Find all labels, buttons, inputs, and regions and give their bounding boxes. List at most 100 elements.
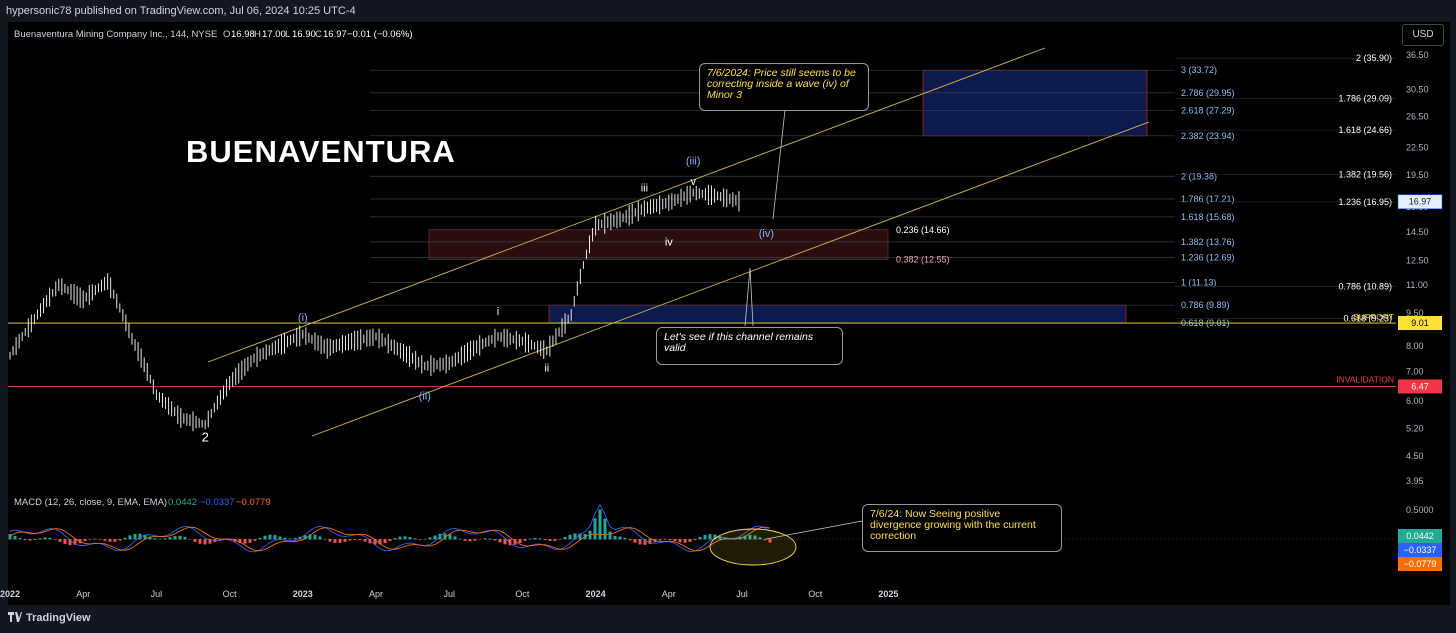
macd-line <box>54 528 61 532</box>
macd-line <box>229 539 236 543</box>
histogram-bar <box>153 538 157 540</box>
divergence-ellipse <box>709 528 797 566</box>
histogram-bar <box>293 538 297 540</box>
currency-button[interactable]: USD <box>1402 24 1444 46</box>
support-price-tag-text: 9.01 <box>1411 318 1429 328</box>
histogram-bar <box>768 539 772 543</box>
histogram-bar <box>538 538 542 540</box>
histogram-bar <box>583 533 587 540</box>
price-axis[interactable]: 36.5030.5026.5022.5019.5016.5014.5012.50… <box>1397 50 1443 573</box>
signal-line <box>714 539 721 543</box>
histogram-bar <box>38 538 42 540</box>
histogram-bar <box>73 539 77 545</box>
macd-line <box>44 528 51 531</box>
macd-value-tag <box>1398 543 1442 557</box>
fib-level-label: 2 (19.38) <box>1181 171 1217 181</box>
histogram-bar <box>328 539 332 542</box>
signal-line <box>759 526 766 529</box>
macd-line <box>169 530 176 535</box>
channel-annotation[interactable]: Let's see if this channel remains valid <box>656 327 843 365</box>
time-tick-label: Apr <box>369 589 383 599</box>
histogram-bar <box>503 539 507 545</box>
price-series-layer <box>9 184 740 432</box>
signal-line <box>209 535 216 539</box>
macd-line <box>739 532 746 537</box>
signal-line <box>344 533 351 536</box>
wave-label: (ii) <box>419 390 431 402</box>
macd-annotation[interactable]: 7/6/24: Now Seeing positive divergence g… <box>862 504 1062 552</box>
macd-line <box>319 525 326 528</box>
wave-label: (iii) <box>686 156 701 168</box>
histogram-bar <box>108 539 112 542</box>
fib-far-label: 1.382 (19.56) <box>1338 170 1392 180</box>
histogram-bar <box>448 534 452 540</box>
signal-line <box>449 530 456 535</box>
histogram-bar <box>43 537 47 540</box>
signal-line <box>634 528 641 532</box>
histogram-bar <box>148 536 152 540</box>
wave-label: v <box>690 176 696 188</box>
histogram-bar <box>478 539 482 540</box>
time-axis[interactable]: 2022 Apr Jul Oct 2023 Apr Jul Oct 2024 Apr Jul Oct 2… <box>0 589 898 599</box>
signal-line <box>274 541 281 545</box>
footer-bar <box>0 605 1456 633</box>
signal-line <box>29 532 36 534</box>
histogram-bar <box>208 539 212 544</box>
macd-line <box>174 527 181 532</box>
support-zone <box>548 304 1127 324</box>
macd-line <box>564 542 571 548</box>
signal-line <box>674 541 681 545</box>
histogram-bar <box>453 536 457 540</box>
macd-line <box>519 546 526 549</box>
macd-line <box>259 545 266 551</box>
histogram-bar <box>548 539 552 541</box>
legend-close: 16.97 <box>323 29 347 40</box>
histogram-bar <box>203 539 207 545</box>
macd-line <box>599 504 606 515</box>
histogram-bar <box>648 539 652 544</box>
signal-line <box>479 531 486 534</box>
histogram-bar <box>103 539 107 541</box>
signal-line <box>104 543 111 547</box>
histogram-bar <box>88 539 92 540</box>
histogram-bar <box>458 538 462 540</box>
macd-line <box>634 531 641 537</box>
signal-line <box>204 532 211 537</box>
histogram-bar <box>133 533 137 540</box>
histogram-bar <box>578 533 582 540</box>
fib-level-label: 3 (33.72) <box>1181 65 1217 75</box>
macd-line <box>84 543 91 546</box>
macd-line <box>654 542 661 544</box>
histogram-bar <box>348 539 352 541</box>
top-annotation[interactable]: 7/6/2024: Price still seems to be correc… <box>699 63 869 111</box>
signal-line <box>279 540 286 543</box>
histogram-bar <box>308 534 312 540</box>
tradingview-brand[interactable]: TradingView <box>8 612 91 624</box>
signal-line <box>14 531 21 534</box>
histogram-bar <box>273 535 277 540</box>
histogram-bar <box>403 536 407 540</box>
macd-line <box>194 529 201 535</box>
signal-line <box>569 543 576 548</box>
histogram-bar <box>613 535 617 540</box>
histogram-bar <box>643 539 647 545</box>
signal-line <box>329 527 336 531</box>
histogram-bar <box>628 539 632 541</box>
histogram-bar <box>763 539 767 541</box>
macd-line <box>199 533 206 539</box>
signal-line <box>504 533 511 538</box>
price-tick-label: 12.50 <box>1406 255 1429 265</box>
signal-line <box>574 539 581 545</box>
price-tick-label: 3.95 <box>1406 476 1424 486</box>
signal-line <box>169 533 176 537</box>
histogram-bar <box>193 539 197 542</box>
macd-line <box>614 527 621 530</box>
signal-line <box>614 529 621 534</box>
macd-line <box>279 539 286 541</box>
fib-far-label: 1.236 (16.95) <box>1338 197 1392 207</box>
time-tick-label: Apr <box>662 589 676 599</box>
signal-line <box>669 540 676 543</box>
histogram-bar <box>363 539 367 542</box>
